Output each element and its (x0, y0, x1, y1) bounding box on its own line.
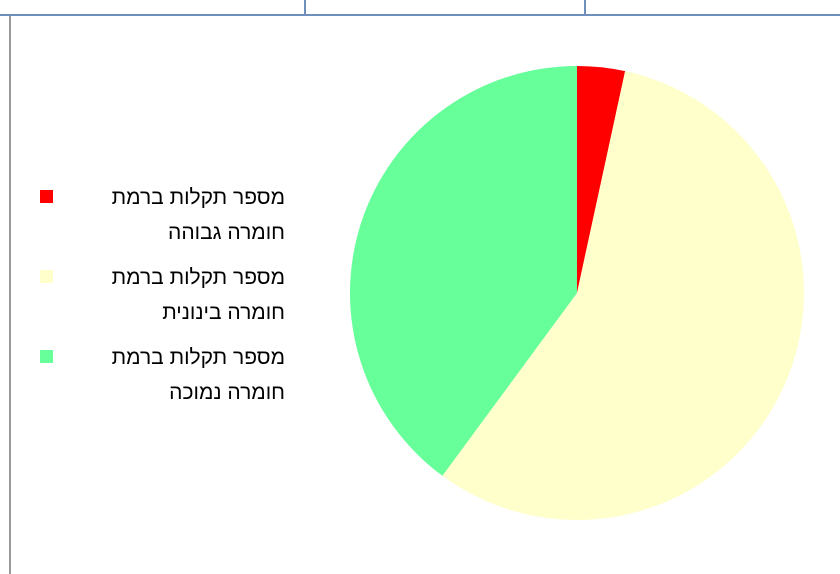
table-strip (0, 0, 840, 16)
pie-slice (577, 66, 626, 293)
legend-label: מספר תקלות ברמת חומרה נמוכה (111, 346, 285, 404)
pie-slice (350, 66, 577, 476)
legend-label: מספר תקלות ברמת חומרה גבוהה (111, 186, 285, 244)
panel-border (9, 16, 11, 574)
legend-swatch (40, 270, 53, 283)
cell-border (304, 0, 306, 16)
legend-label: מספר תקלות ברמת חומרה בינונית (111, 266, 285, 324)
legend-swatch (40, 190, 53, 203)
cell-border (584, 0, 586, 16)
legend-swatch (40, 350, 53, 363)
pie-slice (442, 71, 805, 521)
